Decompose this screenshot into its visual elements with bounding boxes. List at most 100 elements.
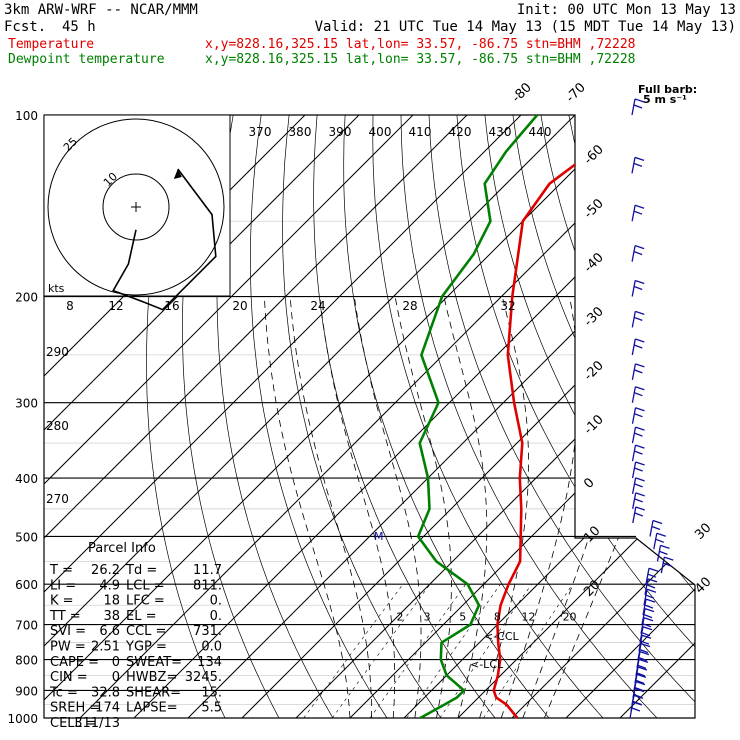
parcel-info-title: Parcel Info <box>88 541 156 556</box>
isotherm-label-30: 30 <box>692 521 714 543</box>
isotherm-label--50: -50 <box>581 196 607 222</box>
moist-adiabat-0 <box>264 296 351 719</box>
theta-label-420: 420 <box>449 125 472 139</box>
pressure-label-700: 700 <box>15 619 38 633</box>
ccl-marker: <-CCL <box>484 630 520 643</box>
theta-label-280: 280 <box>46 419 69 433</box>
parcel-info-cell: 11.7 <box>193 563 222 578</box>
dry-adiabat-440 <box>709 115 740 718</box>
parcel-info-cell: 2.51 <box>91 640 120 655</box>
wind-barb <box>653 532 667 550</box>
parcel-info-cell: 26.2 <box>91 563 120 578</box>
dry-adiabat-250 <box>146 115 226 719</box>
moist-adiabat-36 <box>544 296 695 719</box>
wind-barb <box>642 598 656 616</box>
hodograph-ring-outer <box>47 118 225 296</box>
isotherm--60 <box>44 115 630 719</box>
pressure-label-600: 600 <box>15 578 38 592</box>
wind-barb <box>631 279 645 297</box>
isotherm-label--10: -10 <box>581 412 607 438</box>
isotherm-label--40: -40 <box>581 250 607 276</box>
hodograph-arrow <box>173 169 182 179</box>
temperature-profile <box>492 115 652 719</box>
parcel-info-cell: T = <box>49 563 73 578</box>
isotherm-30 <box>511 115 695 719</box>
dry-adiabat-360 <box>484 115 695 719</box>
valid-time: Valid: 21 UTC Tue 14 May 13 (15 MDT Tue … <box>315 19 736 35</box>
pressure-label-900: 900 <box>15 684 38 698</box>
moist-adiabat-32 <box>522 296 639 719</box>
dry-adiabat-290 <box>282 115 442 719</box>
isotherm-0 <box>349 115 695 719</box>
wind-barb <box>629 701 643 719</box>
theta-label-390: 390 <box>329 125 352 139</box>
parcel-info-cell: 0 <box>112 655 120 670</box>
legend-temperature-name: Temperature <box>8 37 94 52</box>
wind-barb <box>660 556 674 574</box>
mixing-ratio-label-5: 5 <box>459 611 466 624</box>
wind-barb <box>643 588 657 606</box>
wind-barb <box>656 544 670 562</box>
theta-label-430: 430 <box>489 125 512 139</box>
parcel-info-cell: 311/13 <box>74 716 120 731</box>
parcel-info-cell: 0.0 <box>201 640 222 655</box>
dry-adiabat-420 <box>652 115 695 719</box>
parcel-info-cell: Tc = <box>49 685 78 700</box>
theta-label-270: 270 <box>46 492 69 506</box>
full-barb-label: Full barb: <box>638 83 697 96</box>
parcel-info-cell: 6.6 <box>99 624 120 639</box>
parcel-info-cell: LAPSE= <box>126 701 178 716</box>
parcel-info-cell: 134 <box>197 655 222 670</box>
dry-adiabat-280 <box>250 115 388 719</box>
pressure-label-100: 100 <box>15 109 38 123</box>
hodo-scale-label-24: 24 <box>310 299 325 313</box>
mixing-ratio-2 <box>303 584 404 719</box>
dry-adiabat-310 <box>343 115 550 719</box>
isotherm--100 <box>44 115 414 719</box>
wind-barb <box>632 506 646 524</box>
parcel-info-cell: 731. <box>193 624 222 639</box>
mixing-ratio-label-12: 12 <box>522 611 536 624</box>
hodo-scale-label-20: 20 <box>232 299 247 313</box>
isotherm-label--70: -70 <box>563 80 589 106</box>
wind-barb <box>641 607 655 625</box>
parcel-info-cell: TT = <box>49 609 81 624</box>
hodo-scale-label-32: 32 <box>500 299 515 313</box>
wind-barb <box>631 310 645 328</box>
isotherm--20 <box>241 115 695 719</box>
theta-label-380: 380 <box>289 125 312 139</box>
pressure-label-800: 800 <box>15 654 38 668</box>
dry-adiabat-430 <box>680 115 695 719</box>
hodo-scale-label-16: 16 <box>164 299 179 313</box>
dry-adiabat-340 <box>428 115 695 719</box>
parcel-info-cell: 38 <box>103 609 120 624</box>
wind-barb <box>631 338 645 356</box>
theta-label-400: 400 <box>369 125 392 139</box>
dewpoint-profile <box>416 115 539 720</box>
parcel-info-cell: CCL = <box>126 624 166 639</box>
pressure-label-400: 400 <box>15 472 38 486</box>
isotherm-10 <box>403 115 695 719</box>
isotherm-label--30: -30 <box>581 304 607 330</box>
parcel-info-cell: 15. <box>201 685 222 700</box>
mixing-ratio-5 <box>369 584 467 719</box>
parcel-info-cell: CIN = <box>50 670 88 685</box>
parcel-info-cell: 174 <box>95 701 120 716</box>
wind-barb <box>631 407 645 424</box>
parcel-info-cell: HWBZ= <box>126 670 177 685</box>
hodo-scale-label-28: 28 <box>402 299 417 313</box>
hodo-scale-label-8: 8 <box>66 299 74 313</box>
parcel-info-cell: 0 <box>112 670 120 685</box>
wind-barb <box>631 461 645 479</box>
isotherm-label-20: 20 <box>581 578 603 600</box>
parcel-info-cell: SREH = <box>50 701 100 716</box>
wind-barb <box>631 156 645 174</box>
wind-barb <box>631 363 645 381</box>
full-barb-units: 5 m s⁻¹ <box>643 93 687 106</box>
pressure-label-300: 300 <box>15 397 38 411</box>
dry-adiabat-400 <box>596 115 695 719</box>
parcel-info-cell: 32.8 <box>91 685 120 700</box>
moist-adiabat-28 <box>500 296 579 719</box>
model-title: 3km ARW-WRF -- NCAR/MMM <box>4 2 198 18</box>
hodograph-ring-inner <box>102 173 170 241</box>
